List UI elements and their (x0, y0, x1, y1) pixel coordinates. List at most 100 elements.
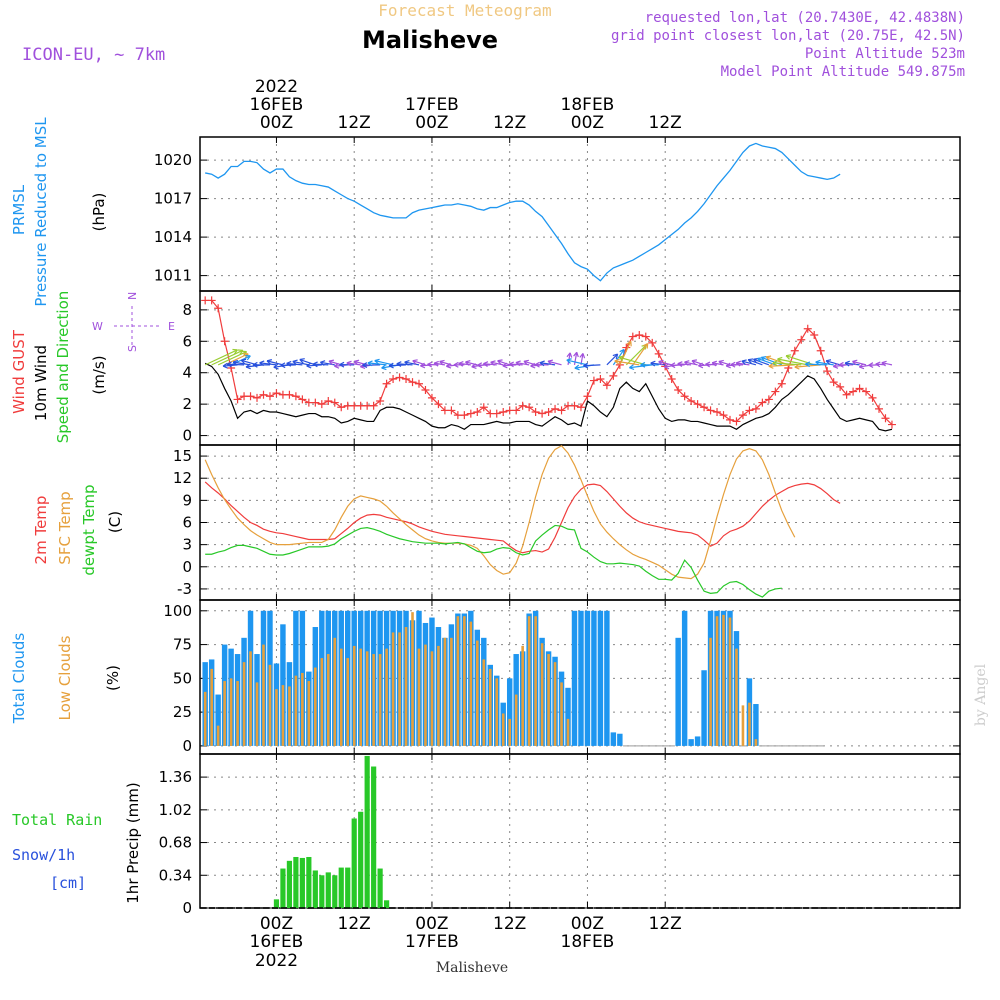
grid-coords: grid point closest lon,lat (20.75E, 42.5… (611, 28, 965, 44)
wind-arrow-head (684, 360, 690, 366)
low-cloud-bar (262, 644, 265, 746)
compass-rose: N S W E (92, 292, 175, 352)
wind-arrow-shaft (677, 363, 692, 366)
wind-arrow-shaft (502, 364, 517, 367)
wind-gust-marker (538, 409, 547, 418)
wind-gust-marker (803, 324, 812, 333)
wind-arrow-head (412, 359, 418, 365)
wind-arrow-shaft (204, 349, 238, 366)
wind-direction-arrow (606, 353, 619, 366)
rain-bar (280, 868, 286, 908)
wind-gust-marker (525, 403, 534, 412)
wind-arrow-head (765, 355, 772, 361)
wind-gust-marker (214, 304, 223, 313)
wind-gust-marker (829, 378, 838, 387)
total-cloud-bar (215, 694, 221, 746)
low-cloud-bar (741, 705, 745, 746)
wind-gust-marker (376, 397, 385, 405)
top-time-label: 12Z (338, 113, 371, 133)
wind-arrow-shaft (768, 364, 795, 367)
wind-arrow-shaft (845, 362, 860, 366)
wind-gust-marker (285, 390, 294, 399)
wind-gust-marker (596, 375, 605, 383)
wind-arrow-head (312, 361, 318, 368)
wind-direction-arrow (547, 359, 562, 366)
wind-gust-marker (414, 379, 423, 388)
wind-direction-arrow (619, 340, 632, 366)
y-tick-label: 1.02 (159, 801, 192, 819)
wind-arrow-head (805, 361, 811, 368)
rain-bar (377, 868, 383, 908)
top-year-label: 2022 (255, 77, 298, 97)
wind-gust-marker (700, 403, 709, 412)
wind-arrow-head (453, 361, 459, 368)
wind-gust-marker (265, 392, 274, 401)
wind-gust-marker (291, 392, 300, 401)
top-date-label: 18FEB (561, 95, 615, 115)
wind-speed-line (204, 362, 893, 432)
bottom-time-label: 12Z (338, 914, 371, 934)
wind-arrow-head (299, 358, 305, 364)
snow-label: Snow/1h (12, 846, 75, 864)
wind-arrow-head (252, 361, 258, 368)
wind-arrow-head (725, 362, 731, 369)
wind-arrow-head (502, 362, 508, 369)
wind-arrow-head (852, 359, 858, 366)
wind-arrow-head (579, 353, 586, 359)
y-tick-label: 2 (182, 395, 192, 413)
wind-arrow-head (259, 360, 265, 367)
wind-arrow-shaft (772, 362, 802, 366)
wind-arrow-head (523, 359, 529, 366)
wind-arrow-head (362, 362, 368, 369)
wind-gust-marker (745, 406, 754, 415)
low-cloud-bar (398, 632, 401, 746)
wind-arrow-head (825, 359, 832, 365)
wind-gust-marker (551, 404, 560, 413)
wind-direction-arrow (490, 360, 504, 366)
wind-direction-arrow (691, 359, 705, 366)
wind-arrow-head (711, 360, 718, 367)
total-cloud-bar (604, 610, 610, 746)
wind-gust-marker (531, 408, 540, 416)
wind-arrow-shaft (286, 362, 303, 366)
total-cloud-bar (506, 678, 513, 746)
wind-arrow-head (768, 363, 774, 369)
wind-arrow-shaft (233, 361, 251, 366)
total-clouds-label: Total Clouds (10, 633, 28, 725)
low-cloud-bar (482, 659, 486, 746)
wind-gust-marker (725, 415, 734, 424)
low-cloud-bar (216, 725, 220, 746)
low-cloud-bar (488, 668, 492, 746)
rain-bar (384, 900, 390, 908)
wind-arrow-head (483, 361, 489, 367)
wind-gust-marker (862, 387, 871, 396)
wind-arrow-head (642, 343, 649, 349)
wind-gust-marker (816, 346, 825, 355)
temp-line-0 (204, 481, 841, 554)
total-cloud-bar (681, 610, 688, 746)
wind-arrow-shaft (747, 359, 763, 366)
total-cloud-bar (617, 733, 623, 746)
wind-gust-marker (641, 332, 650, 341)
wind-arrow-head (735, 360, 742, 367)
low-cloud-bar (495, 678, 499, 746)
y-tick-label: 50 (173, 669, 192, 687)
wind-arrow-head (446, 362, 452, 369)
wind-arrow-shaft (389, 364, 407, 367)
wind-direction-arrow (815, 359, 834, 366)
y-tick-label: 0 (182, 558, 192, 576)
wind-arrow-shaft (741, 360, 757, 366)
low-cloud-bar (307, 681, 311, 746)
panel-frame (199, 290, 961, 446)
wind-arrow-head (658, 359, 664, 366)
wind-arrow-head (881, 360, 887, 367)
rain-bar (306, 856, 312, 908)
prmsl-label: PRMSL (10, 184, 28, 235)
total-cloud-bar (610, 732, 617, 746)
wind-arrow-head (292, 359, 298, 366)
rain-bar (351, 818, 357, 908)
compass-west: W (92, 320, 103, 333)
wind-gust-marker (635, 331, 644, 339)
wind-arrow-shaft (396, 363, 413, 366)
